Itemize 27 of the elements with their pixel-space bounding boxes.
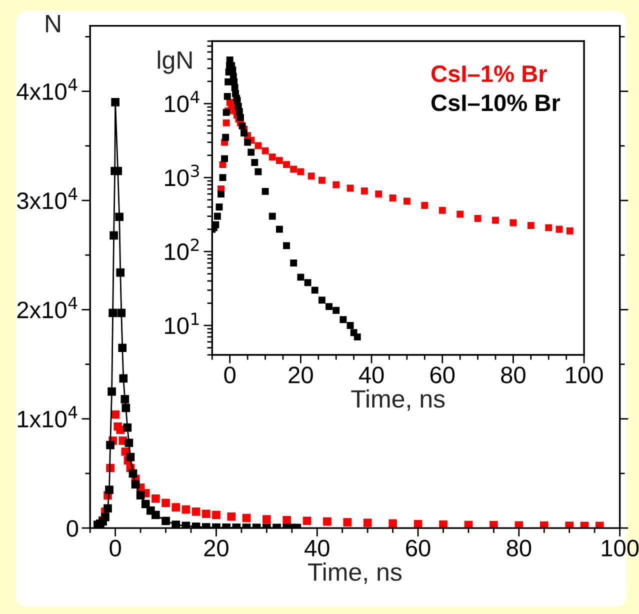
x-tick-label: 100 <box>566 366 603 384</box>
x-tick-label: 20 <box>204 540 228 556</box>
x-axis-title: Time, ns <box>308 562 402 584</box>
text: CsI–1% Br <box>431 65 547 82</box>
x-tick-label: 80 <box>501 366 526 384</box>
text: CsI–10% Br <box>431 94 560 112</box>
x-tick-label: 40 <box>358 366 384 384</box>
y-tick-label: 3x10$^{4}$ <box>17 188 78 210</box>
y-tick-label: 1x10$^{4}$ <box>18 406 78 428</box>
x-tick-label: 0 <box>224 366 236 384</box>
x-tick-label: 0 <box>110 540 121 556</box>
x-tick-label: 60 <box>430 366 455 384</box>
y-tick-label: 2x10$^{4}$ <box>17 296 78 318</box>
x-tick-label: 100 <box>602 540 639 556</box>
y-tick-label: 10$^{3}$ <box>165 164 199 186</box>
y-tick-label: 0 <box>66 520 78 537</box>
y-axis-title: N <box>46 15 60 32</box>
x-tick-label: 60 <box>406 540 430 556</box>
x-tick-label: 20 <box>288 366 313 384</box>
y-tick-label: 10$^{4}$ <box>165 90 200 112</box>
x-tick-label: 40 <box>304 540 330 556</box>
y-tick-label: 10$^{1}$ <box>165 312 199 334</box>
x-tick-label: 80 <box>506 540 532 556</box>
x-axis-title: Time, ns <box>351 389 445 411</box>
y-tick-label: 10$^{2}$ <box>165 238 199 260</box>
y-axis-title: lgN <box>158 50 192 74</box>
y-tick-label: 4x10$^{4}$ <box>16 78 78 100</box>
